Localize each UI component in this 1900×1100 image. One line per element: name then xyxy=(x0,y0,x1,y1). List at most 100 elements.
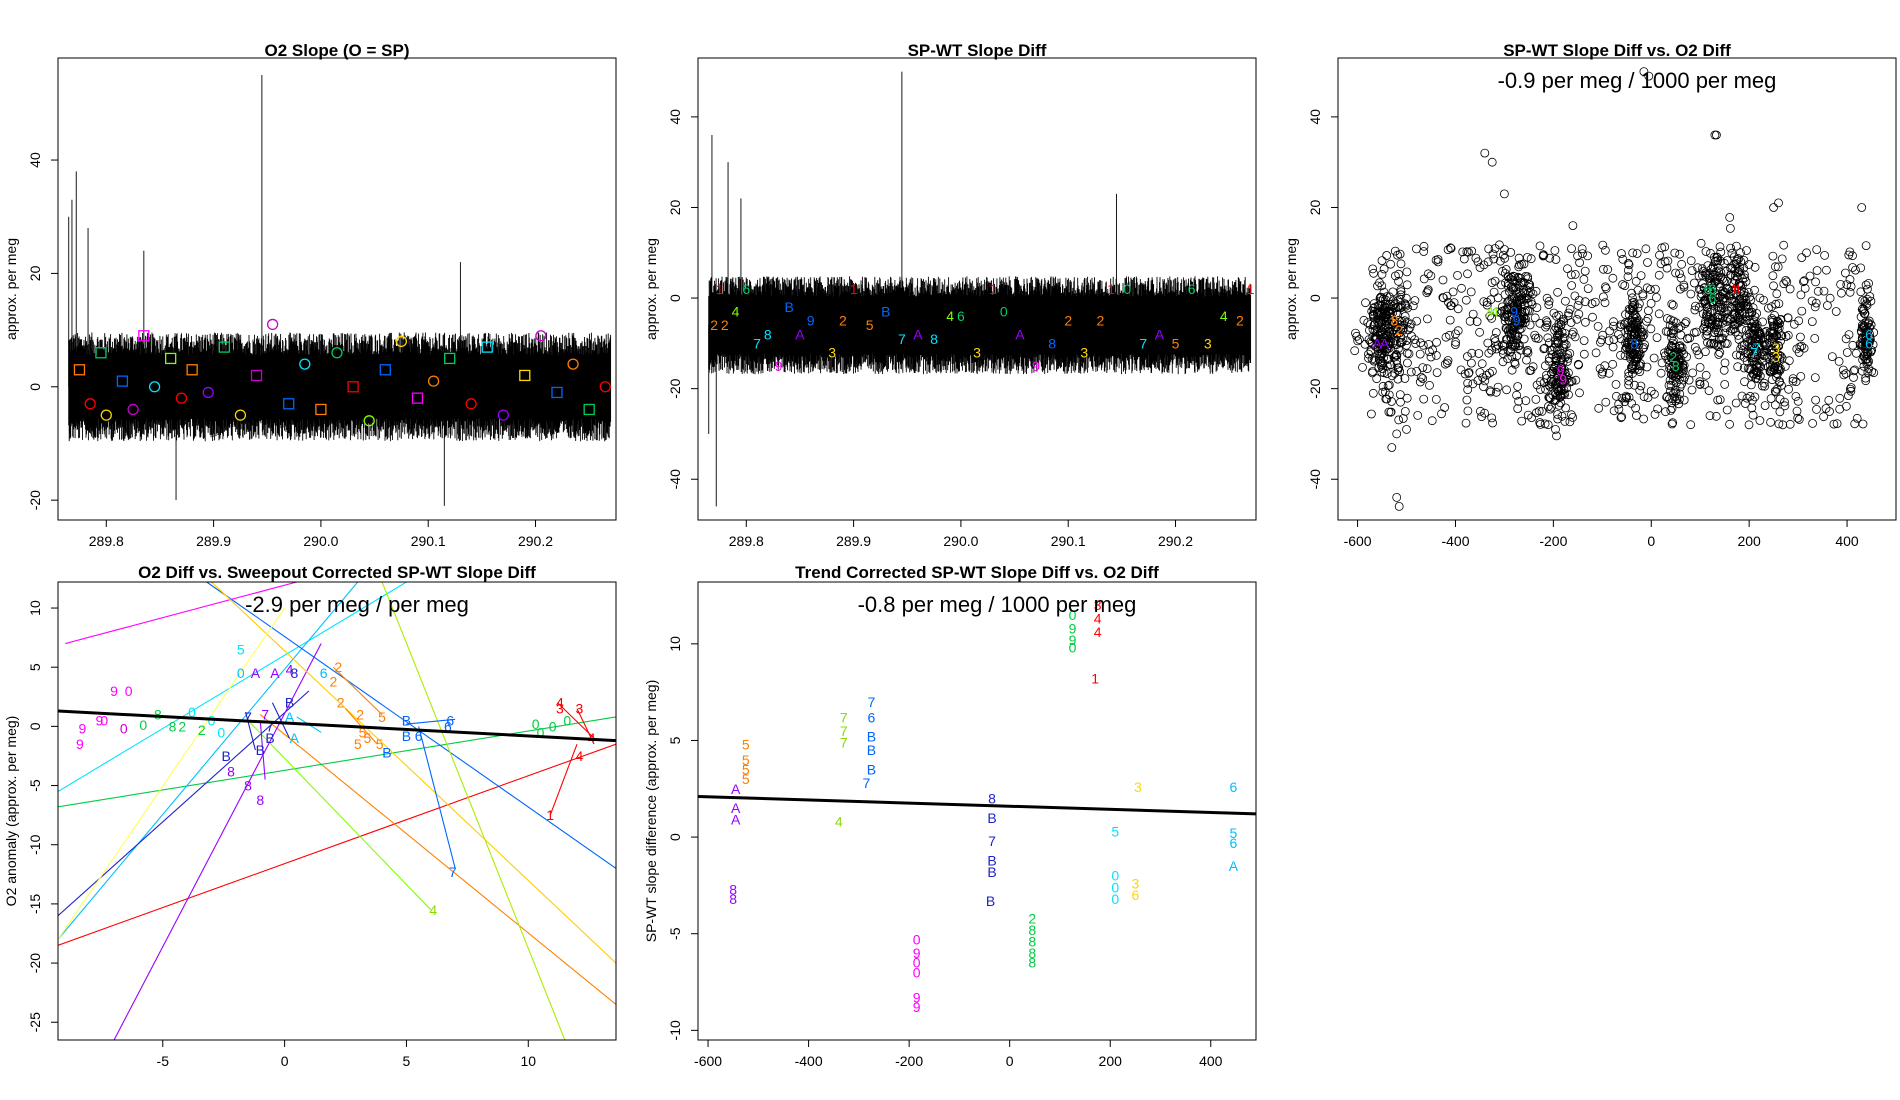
point-label: A xyxy=(1372,335,1382,351)
y-tick-label: 0 xyxy=(667,833,683,841)
point-label: 5 xyxy=(376,736,384,752)
x-tick-label: -200 xyxy=(895,1053,923,1069)
panel-o2-diff-vs-sweepout: 90909908082200050AA48777BAAB888BB6222255… xyxy=(3,563,617,1069)
point-label: 5 xyxy=(1229,825,1237,841)
point-label: A xyxy=(1229,858,1239,874)
marker-label: 1 xyxy=(1247,281,1255,297)
connector-line xyxy=(58,743,616,946)
marker-label: 9 xyxy=(1032,358,1040,374)
point-label: 0 xyxy=(100,712,108,728)
y-tick-label: 40 xyxy=(667,109,683,125)
x-tick-label: 200 xyxy=(1737,533,1761,549)
point-label: 7 xyxy=(863,775,871,791)
point-label: 9 xyxy=(1069,620,1077,636)
connector-line xyxy=(206,582,616,869)
y-axis-label: approx. per meg xyxy=(3,238,19,340)
marker-label: 6 xyxy=(742,281,750,297)
point-label: 3 xyxy=(576,701,584,717)
slope-annotation: -0.9 per meg / 1000 per meg xyxy=(1498,68,1777,93)
point-label: 4 xyxy=(429,902,437,918)
marker-square xyxy=(218,341,230,353)
marker-square xyxy=(283,398,295,410)
marker-label: 9 xyxy=(775,358,783,374)
point-label: 9 xyxy=(78,721,86,737)
marker-square xyxy=(138,330,150,342)
y-axis-label: approx. per meg xyxy=(643,238,659,340)
marker-label: 4 xyxy=(946,308,954,324)
marker-square xyxy=(165,352,177,365)
point-label: 0 xyxy=(913,932,921,948)
marker-label: 0 xyxy=(1000,304,1008,320)
point-label: 7 xyxy=(840,723,848,739)
marker-circle xyxy=(175,392,188,404)
marker-square xyxy=(519,369,531,382)
marker-label: 1 xyxy=(716,281,724,297)
point-label: 8 xyxy=(1028,922,1036,938)
point-label: 6 xyxy=(444,718,452,734)
point-label: 9 xyxy=(1510,304,1518,320)
marker-square xyxy=(411,392,424,404)
x-tick-label: 289.8 xyxy=(89,533,124,549)
marker-square xyxy=(583,403,595,416)
plot-area xyxy=(68,75,612,506)
point-label: 0 xyxy=(188,704,196,720)
marker-circle xyxy=(363,415,375,427)
fit-line xyxy=(58,709,616,743)
y-tick-label: -20 xyxy=(667,378,683,398)
point-label: 7 xyxy=(244,709,252,725)
point-label: A xyxy=(1380,335,1390,351)
marker-square xyxy=(116,375,129,387)
point-label: 0 xyxy=(237,665,245,681)
marker-circle xyxy=(497,409,509,421)
marker-label: 7 xyxy=(753,335,761,351)
point-label: 4 xyxy=(576,748,584,764)
y-tick-label: -20 xyxy=(27,490,43,510)
point-label: A xyxy=(731,781,741,797)
marker-label: 1 xyxy=(850,281,858,297)
marker-label: 2 xyxy=(1236,313,1244,329)
marker-label: 8 xyxy=(930,331,938,347)
panel-trend-corrected: AAA885555777476BBB70900998B7BBB288880990… xyxy=(643,563,1257,1069)
x-tick-label: 289.9 xyxy=(836,533,871,549)
point-label: 2 xyxy=(1395,322,1403,338)
marker-label: 2 xyxy=(1097,313,1105,329)
marker-label: 7 xyxy=(898,331,906,347)
point-label: 2 xyxy=(337,695,345,711)
connector-line xyxy=(332,666,383,715)
point-label: 6 xyxy=(868,709,876,725)
point-label: 2 xyxy=(198,722,206,738)
x-tick-label: 0 xyxy=(1006,1053,1014,1069)
point-label: 9 xyxy=(1513,313,1521,329)
point-label: B xyxy=(256,742,265,758)
point-label: 5 xyxy=(742,761,750,777)
point-label: 0 xyxy=(549,718,557,734)
point-label: 4 xyxy=(1486,304,1494,320)
connector-line xyxy=(65,582,297,645)
point-label: 5 xyxy=(742,771,750,787)
y-tick-label: 0 xyxy=(667,294,683,302)
marker-label: 5 xyxy=(1172,335,1180,351)
y-tick-label: -25 xyxy=(27,1012,43,1032)
point-label: 0 xyxy=(537,724,545,740)
marker-square xyxy=(551,386,563,399)
marker-label: B xyxy=(881,304,890,320)
connector-line xyxy=(247,720,432,911)
y-tick-label: 20 xyxy=(27,265,43,281)
point-label: 7 xyxy=(449,864,457,880)
point-label: 0 xyxy=(217,724,225,740)
point-label: 7 xyxy=(840,734,848,750)
marker-label: 5 xyxy=(866,317,874,333)
x-tick-label: 289.8 xyxy=(729,533,764,549)
point-label: 6 xyxy=(1709,290,1717,306)
plot-frame xyxy=(57,57,617,521)
point-label: 0 xyxy=(1069,640,1077,656)
x-tick-label: -5 xyxy=(157,1053,170,1069)
y-tick-label: 20 xyxy=(667,199,683,215)
x-tick-label: -600 xyxy=(694,1053,722,1069)
y-tick-label: 40 xyxy=(27,152,43,168)
point-label: 3 xyxy=(1131,875,1139,891)
marker-circle xyxy=(127,403,139,416)
point-label: 5 xyxy=(742,752,750,768)
